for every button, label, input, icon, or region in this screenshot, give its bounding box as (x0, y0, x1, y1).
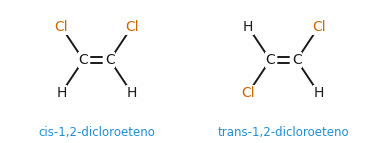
Text: trans-1,2-dicloroeteno: trans-1,2-dicloroeteno (218, 126, 349, 139)
Text: C: C (265, 53, 275, 67)
Text: H: H (243, 20, 253, 34)
Text: H: H (314, 86, 324, 100)
Text: Cl: Cl (312, 20, 326, 34)
Text: C: C (79, 53, 88, 67)
Text: C: C (105, 53, 115, 67)
Text: Cl: Cl (241, 86, 255, 100)
Text: H: H (127, 86, 137, 100)
Text: H: H (56, 86, 66, 100)
Text: cis-1,2-dicloroeteno: cis-1,2-dicloroeteno (38, 126, 155, 139)
Text: C: C (292, 53, 301, 67)
Text: Cl: Cl (54, 20, 68, 34)
Text: Cl: Cl (125, 20, 139, 34)
